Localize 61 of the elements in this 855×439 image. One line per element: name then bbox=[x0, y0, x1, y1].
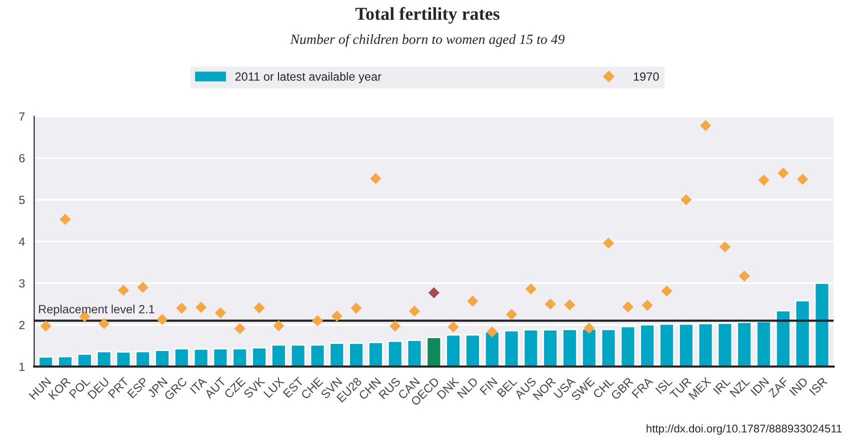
point bbox=[680, 194, 692, 206]
text: http://dx.doi.org/10.1787/888933024511 bbox=[646, 424, 842, 435]
point bbox=[98, 318, 110, 330]
point bbox=[661, 286, 672, 297]
x-tick-label: BEL bbox=[496, 376, 518, 398]
point bbox=[60, 214, 71, 225]
point bbox=[642, 300, 653, 311]
y-tick-label: 4 bbox=[18, 238, 25, 246]
point bbox=[118, 284, 130, 296]
point bbox=[312, 315, 324, 326]
point bbox=[234, 323, 246, 334]
x-tick-label: IND bbox=[789, 376, 808, 396]
point bbox=[350, 302, 362, 314]
point bbox=[448, 321, 459, 332]
point bbox=[370, 172, 382, 184]
chart-subtitle: Number of children born to women aged 15 to 49 bbox=[290, 34, 565, 47]
x-tick-label: ITA bbox=[190, 376, 208, 394]
point bbox=[719, 241, 731, 252]
x-tick-label: IRL bbox=[713, 376, 731, 395]
x-tick-label: IDN bbox=[750, 377, 770, 396]
legend-label: 1970 bbox=[634, 72, 659, 81]
x-tick-label: NZL bbox=[730, 376, 750, 398]
x-tick-label: NLD bbox=[457, 376, 478, 398]
y-tick-label: 1 bbox=[20, 362, 25, 371]
legend-label: 2011 or latest available year bbox=[235, 72, 382, 84]
point bbox=[176, 302, 188, 314]
point bbox=[40, 320, 52, 332]
y-tick-label: 5 bbox=[19, 196, 25, 204]
point bbox=[214, 307, 226, 318]
point bbox=[797, 174, 808, 185]
point bbox=[700, 120, 712, 132]
point bbox=[525, 283, 536, 295]
y-tick-label: 7 bbox=[19, 112, 25, 121]
point bbox=[778, 168, 789, 179]
point bbox=[196, 302, 207, 313]
point bbox=[331, 310, 342, 322]
point bbox=[467, 296, 478, 307]
ref-line-label: Replacement level 2.1 bbox=[39, 304, 154, 316]
point bbox=[622, 301, 634, 312]
point bbox=[408, 306, 420, 317]
y-tick-label: 6 bbox=[19, 154, 25, 162]
x-tick-label: FIN bbox=[480, 377, 498, 396]
point bbox=[584, 322, 595, 334]
x-tick-label: ISR bbox=[809, 376, 828, 396]
point bbox=[738, 270, 750, 282]
point bbox=[544, 298, 556, 310]
point bbox=[137, 282, 148, 293]
x-tick-label: FRA bbox=[632, 376, 654, 398]
point bbox=[273, 320, 284, 332]
point bbox=[156, 314, 168, 325]
point bbox=[390, 320, 401, 332]
point bbox=[758, 174, 770, 186]
point bbox=[428, 287, 440, 298]
chart-title: Total fertility rates bbox=[355, 7, 500, 24]
y-tick-label: 2 bbox=[19, 320, 25, 330]
y-tick-label: 3 bbox=[19, 279, 25, 288]
point bbox=[254, 302, 265, 314]
point bbox=[506, 308, 518, 320]
point bbox=[486, 326, 498, 338]
point bbox=[602, 238, 614, 249]
point bbox=[564, 299, 576, 310]
